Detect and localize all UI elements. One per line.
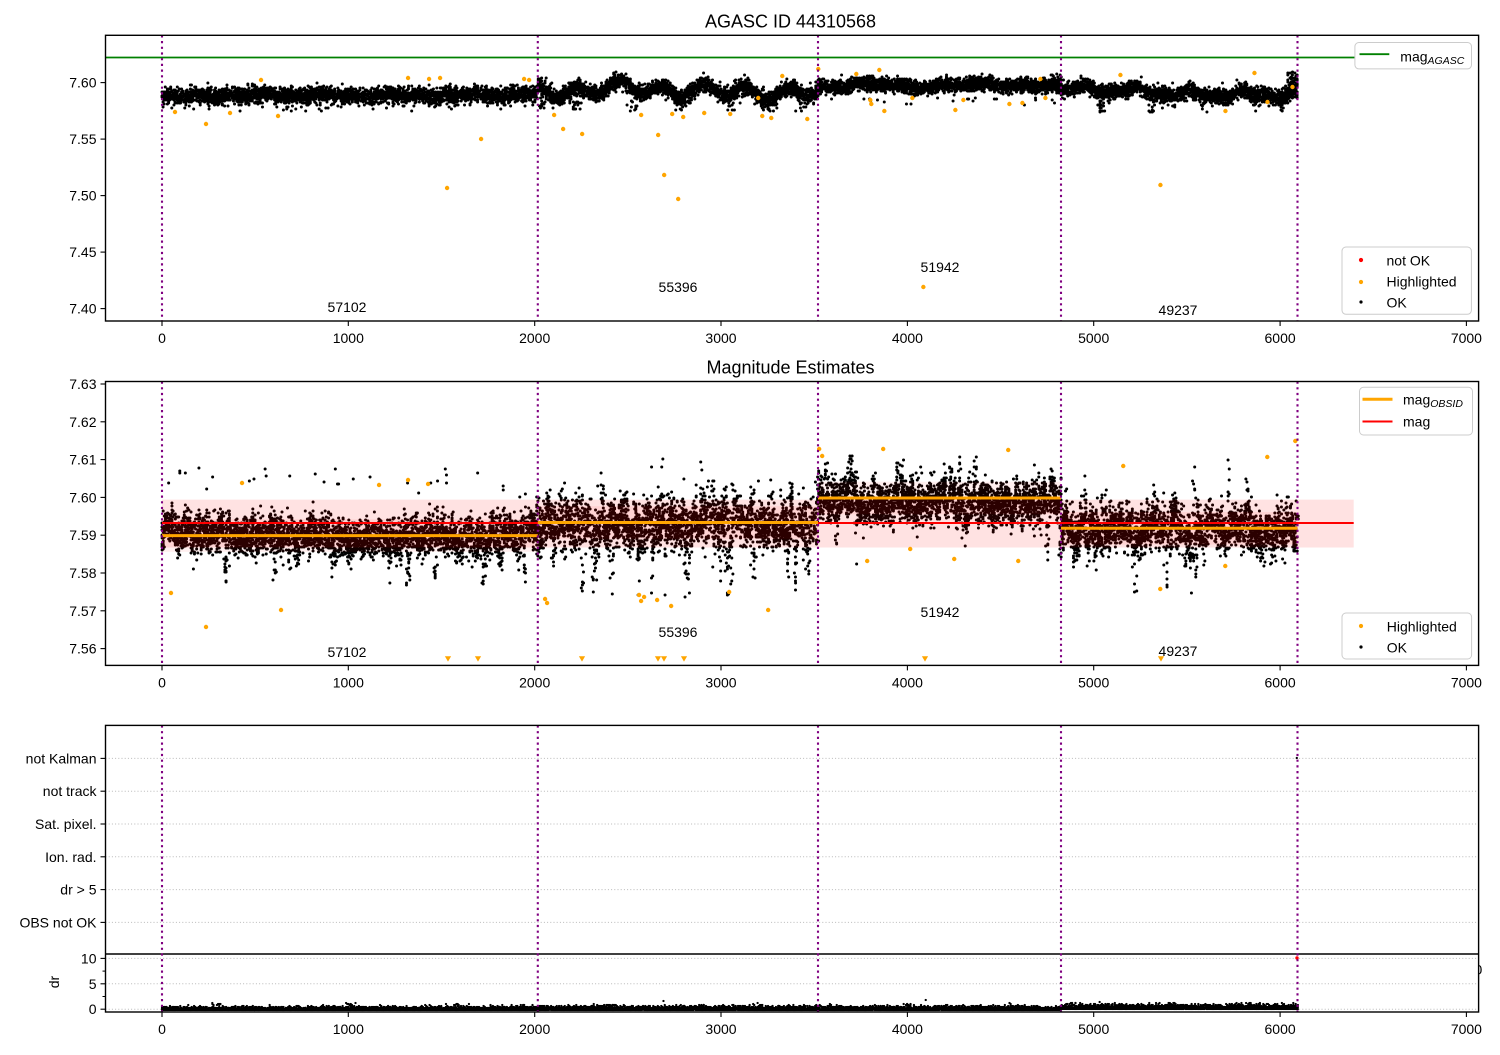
svg-text:51942: 51942	[921, 604, 960, 620]
svg-text:55396: 55396	[659, 624, 698, 640]
svg-text:not OK: not OK	[1387, 253, 1431, 269]
svg-text:2000: 2000	[519, 330, 550, 346]
svg-text:5000: 5000	[1078, 330, 1109, 346]
svg-text:57102: 57102	[328, 299, 367, 315]
svg-text:49237: 49237	[1159, 302, 1198, 318]
svg-text:1000: 1000	[333, 674, 364, 690]
svg-text:0: 0	[1475, 961, 1483, 977]
svg-text:4000: 4000	[892, 1021, 923, 1037]
svg-text:Highlighted: Highlighted	[1387, 274, 1457, 290]
svg-text:49237: 49237	[1159, 643, 1198, 659]
svg-text:Sat. pixel.: Sat. pixel.	[35, 816, 96, 832]
svg-text:OK: OK	[1387, 295, 1408, 311]
svg-text:not Kalman: not Kalman	[26, 750, 97, 766]
svg-text:7.50: 7.50	[69, 188, 96, 204]
svg-text:7.57: 7.57	[69, 603, 96, 619]
svg-text:7.56: 7.56	[69, 641, 96, 657]
svg-text:not track: not track	[43, 783, 98, 799]
svg-text:OBS not OK: OBS not OK	[19, 914, 97, 930]
svg-text:7.60: 7.60	[69, 489, 96, 505]
svg-text:0: 0	[158, 330, 166, 346]
svg-text:7.60: 7.60	[69, 75, 96, 91]
svg-text:Magnitude Estimates: Magnitude Estimates	[706, 358, 874, 378]
svg-text:5000: 5000	[1078, 674, 1109, 690]
svg-text:OK: OK	[1387, 639, 1408, 655]
svg-text:3000: 3000	[705, 1021, 736, 1037]
svg-text:6000: 6000	[1265, 330, 1296, 346]
svg-text:Highlighted: Highlighted	[1387, 619, 1457, 635]
svg-text:7000: 7000	[1451, 674, 1482, 690]
svg-text:7000: 7000	[1451, 1021, 1482, 1037]
svg-text:dr > 5: dr > 5	[60, 882, 96, 898]
svg-text:0: 0	[158, 674, 166, 690]
svg-text:dr: dr	[46, 975, 62, 988]
svg-text:1000: 1000	[333, 1021, 364, 1037]
svg-text:mag: mag	[1403, 414, 1430, 430]
svg-text:55396: 55396	[659, 279, 698, 295]
svg-text:0: 0	[158, 1021, 166, 1037]
svg-text:2000: 2000	[519, 674, 550, 690]
svg-text:1000: 1000	[333, 330, 364, 346]
svg-text:0: 0	[89, 1001, 97, 1017]
svg-text:7.59: 7.59	[69, 527, 96, 543]
svg-text:7000: 7000	[1451, 330, 1482, 346]
svg-text:57102: 57102	[328, 644, 367, 660]
svg-text:6000: 6000	[1265, 1021, 1296, 1037]
svg-text:7.61: 7.61	[69, 452, 96, 468]
svg-text:51942: 51942	[921, 259, 960, 275]
svg-text:6000: 6000	[1265, 674, 1296, 690]
svg-text:10: 10	[81, 950, 97, 966]
svg-text:Ion. rad.: Ion. rad.	[45, 849, 96, 865]
svg-text:7.40: 7.40	[69, 301, 96, 317]
svg-text:7.55: 7.55	[69, 131, 96, 147]
svg-text:7.45: 7.45	[69, 244, 96, 260]
svg-text:7.63: 7.63	[69, 376, 96, 392]
svg-text:5000: 5000	[1078, 1021, 1109, 1037]
svg-text:3000: 3000	[705, 674, 736, 690]
svg-text:4000: 4000	[892, 330, 923, 346]
svg-text:5: 5	[89, 976, 97, 992]
svg-text:AGASC ID 44310568: AGASC ID 44310568	[705, 12, 876, 32]
svg-text:3000: 3000	[705, 330, 736, 346]
svg-text:7.62: 7.62	[69, 414, 96, 430]
svg-text:2000: 2000	[519, 1021, 550, 1037]
svg-text:4000: 4000	[892, 674, 923, 690]
svg-text:7.58: 7.58	[69, 565, 96, 581]
